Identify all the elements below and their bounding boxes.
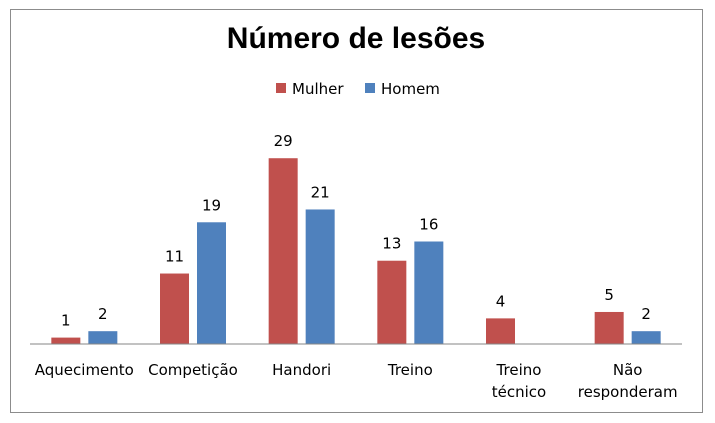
bar-homem-2 bbox=[305, 209, 335, 344]
bar-homem-1 bbox=[197, 222, 226, 344]
data-label-mulher-3: 13 bbox=[382, 235, 401, 253]
data-label-homem-1: 19 bbox=[202, 196, 221, 214]
legend-swatch-homem bbox=[365, 83, 375, 93]
data-label-homem-5: 2 bbox=[641, 305, 651, 323]
chart-title: Número de lesões bbox=[227, 22, 485, 55]
category-label-0: Aquecimento bbox=[35, 361, 134, 379]
data-label-homem-3: 16 bbox=[419, 216, 438, 234]
category-label-2: Handori bbox=[272, 361, 331, 379]
data-label-mulher-2: 29 bbox=[274, 132, 293, 150]
bar-mulher-2 bbox=[268, 158, 298, 344]
category-label-4: Treino técnico bbox=[492, 361, 546, 401]
bar-homem-0 bbox=[88, 331, 118, 344]
data-labels: 1 2 11 19 29 21 13 16 4 5 2 bbox=[61, 132, 651, 329]
bar-mulher-4 bbox=[486, 318, 515, 344]
bar-homem-3 bbox=[414, 241, 444, 344]
category-axis: Aquecimento Competição Handori Treino Treino… bbox=[35, 361, 678, 401]
chart-frame bbox=[10, 9, 703, 413]
bars bbox=[51, 158, 661, 344]
data-label-mulher-4: 4 bbox=[496, 292, 506, 310]
legend-label-mulher: Mulher bbox=[292, 80, 344, 98]
category-label-3: Treino bbox=[387, 361, 433, 379]
data-label-mulher-5: 5 bbox=[604, 286, 614, 304]
legend-swatch-mulher bbox=[276, 83, 286, 93]
data-label-mulher-0: 1 bbox=[61, 312, 71, 330]
bar-mulher-3 bbox=[377, 260, 407, 344]
bar-mulher-0 bbox=[51, 337, 81, 344]
category-label-1: Competição bbox=[148, 361, 238, 379]
category-label-5: Não responderam bbox=[578, 361, 678, 401]
data-label-homem-2: 21 bbox=[311, 183, 330, 201]
legend: Mulher Homem bbox=[276, 80, 440, 98]
legend-label-homem: Homem bbox=[381, 80, 440, 98]
bar-mulher-1 bbox=[160, 273, 189, 344]
data-label-homem-0: 2 bbox=[98, 305, 108, 323]
data-label-mulher-1: 11 bbox=[165, 248, 184, 266]
bar-mulher-5 bbox=[594, 311, 624, 344]
bar-homem-5 bbox=[631, 331, 661, 344]
